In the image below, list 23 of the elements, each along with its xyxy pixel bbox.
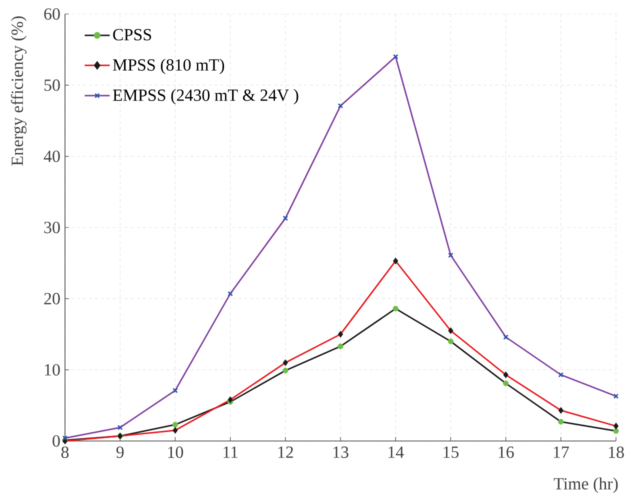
x-tick-label: 12 [278,446,293,458]
legend-label: MPSS (810 mT) [112,58,224,74]
legend-label: EMPSS (2430 mT & 24V ) [112,89,298,104]
x-tick-label: 16 [498,446,514,458]
y-tick-label: 30 [44,222,60,234]
x-tick-label: 8 [61,446,69,458]
x-tick-label: 14 [388,446,404,458]
y-tick-label: 60 [44,8,60,20]
x-tick-label: 10 [168,446,184,458]
y-axis-title: Energy efficiency (%) [10,16,27,166]
legend-label: CPSS [113,29,152,40]
x-tick-label: 13 [334,446,348,458]
x-tick-label: 18 [609,446,624,458]
x-tick-label: 9 [116,446,124,458]
y-tick-label: 0 [52,435,60,447]
x-tick-label: 11 [224,446,238,458]
x-tick-label: 17 [554,446,569,458]
y-tick-label: 50 [44,79,60,91]
y-tick-label: 20 [44,292,60,304]
y-tick-label: 40 [44,150,60,162]
x-tick-label: 15 [444,446,459,458]
y-tick-label: 10 [44,364,60,376]
x-axis-title: Time (hr) [554,478,618,493]
